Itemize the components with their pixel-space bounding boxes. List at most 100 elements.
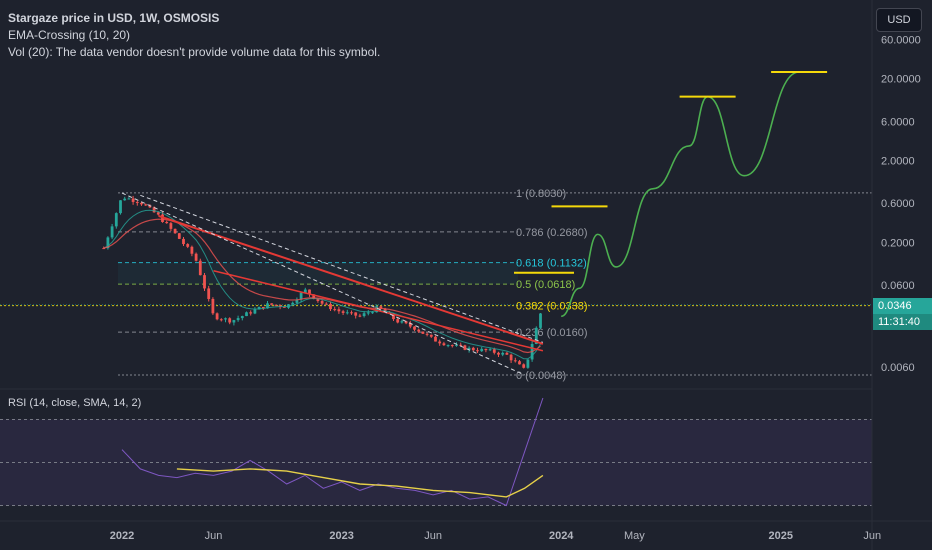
candle-body (232, 320, 236, 323)
candle-body (471, 347, 475, 351)
candle-body (148, 205, 152, 208)
candle-body (303, 289, 307, 293)
red-trendline (158, 214, 544, 345)
candle-body (131, 198, 135, 202)
fib-label: 0 (0.0048) (516, 370, 566, 382)
candle-body (119, 200, 122, 214)
price-tick-label: 0.0600 (881, 280, 915, 292)
candle-body (257, 306, 261, 310)
candle-body (341, 311, 345, 313)
current-price-badge: 0.0346 (873, 298, 932, 314)
candle-body (333, 309, 337, 311)
fib-label: 1 (0.8030) (516, 188, 566, 200)
candle-body (291, 302, 295, 305)
candle-body (509, 354, 513, 361)
candle-body (467, 347, 471, 350)
candle-body (140, 202, 143, 205)
candle-body (408, 323, 412, 327)
candle-body (455, 344, 458, 346)
candle-body (127, 198, 131, 200)
candle-body (375, 306, 379, 313)
time-tick-label: 2025 (769, 530, 793, 542)
fibonacci-retracement: 1 (0.8030) 0.786 (0.2680) 0.618 (0.1132) 0.… (0, 188, 872, 382)
candle-body (240, 316, 244, 319)
candle-body (371, 312, 374, 314)
price-axis-panel (872, 0, 932, 550)
candle-body (219, 319, 223, 321)
candle-body (366, 312, 370, 314)
rsi-ma-line (176, 468, 544, 498)
candle-body (404, 321, 408, 324)
candle-body (476, 350, 479, 352)
candle-body (345, 312, 349, 314)
candle-body (295, 299, 299, 303)
candle-body (278, 305, 282, 307)
candle-body (492, 349, 496, 353)
candle-body (102, 248, 106, 250)
currency-button[interactable]: USD (876, 8, 922, 32)
price-tick-label: 0.0060 (881, 362, 915, 374)
candle-body (135, 201, 139, 203)
candle-body (261, 306, 265, 309)
time-tick-label: May (624, 530, 645, 542)
candle-body (236, 318, 240, 321)
candle-body (215, 313, 219, 320)
dashed-channel-line (121, 192, 525, 376)
candle-body (207, 288, 211, 299)
candle-body (400, 321, 404, 323)
candle-body (211, 298, 215, 314)
chart-legend: Stargaze price in USD, 1W, OSMOSIS EMA-C… (8, 10, 380, 61)
candle-body (282, 306, 286, 308)
candle-body (152, 207, 156, 213)
candle-body (190, 246, 194, 254)
candle-body (274, 304, 278, 306)
candle-body (358, 315, 362, 317)
candle-body (245, 312, 248, 317)
price-tick-label: 0.6000 (881, 198, 915, 210)
candle-body (362, 313, 366, 317)
time-tick-label: Jun (424, 530, 442, 542)
price-tick-label: 20.0000 (881, 73, 921, 85)
candle-body (299, 292, 303, 300)
fib-label: 0.382 (0.0338) (516, 301, 588, 313)
candle-body (459, 344, 463, 346)
price-tick-label: 2.0000 (881, 155, 915, 167)
price-tick-label: 6.0000 (881, 116, 915, 128)
candle-body (228, 318, 232, 323)
candle-body (539, 313, 542, 328)
candle-body (446, 345, 450, 347)
candle-body (173, 228, 177, 234)
candle-body (194, 253, 198, 261)
dashed-channel-line (140, 194, 544, 343)
candle-body (480, 348, 484, 352)
candle-body (203, 275, 206, 289)
candle-body (526, 359, 530, 368)
candle-body (421, 331, 425, 334)
candle-body (442, 343, 446, 346)
fib-zone (118, 262, 518, 285)
candle-body (329, 303, 332, 310)
candle-body (505, 352, 509, 355)
rsi-legend: RSI (14, close, SMA, 14, 2) (8, 397, 142, 409)
projection-drawing (514, 71, 828, 318)
fib-label: 0.786 (0.2680) (516, 227, 588, 239)
candle-body (161, 214, 164, 223)
candle-body (156, 212, 160, 215)
candle-body (165, 222, 169, 224)
candle-body (438, 341, 442, 344)
candle-body (308, 289, 311, 295)
candle-body (114, 213, 118, 227)
candle-body (198, 260, 202, 276)
candle-body (501, 352, 505, 355)
time-tick-label: 2024 (549, 530, 574, 542)
candle-body (169, 223, 173, 229)
candle-body (379, 306, 383, 309)
trendlines (121, 192, 544, 376)
time-tick-label: Jun (205, 530, 223, 542)
candle-body (110, 226, 114, 238)
rsi-band-fill (0, 419, 872, 506)
fib-label: 0.236 (0.0160) (516, 327, 588, 339)
candle-body (249, 312, 253, 314)
time-tick-label: 2023 (329, 530, 353, 542)
